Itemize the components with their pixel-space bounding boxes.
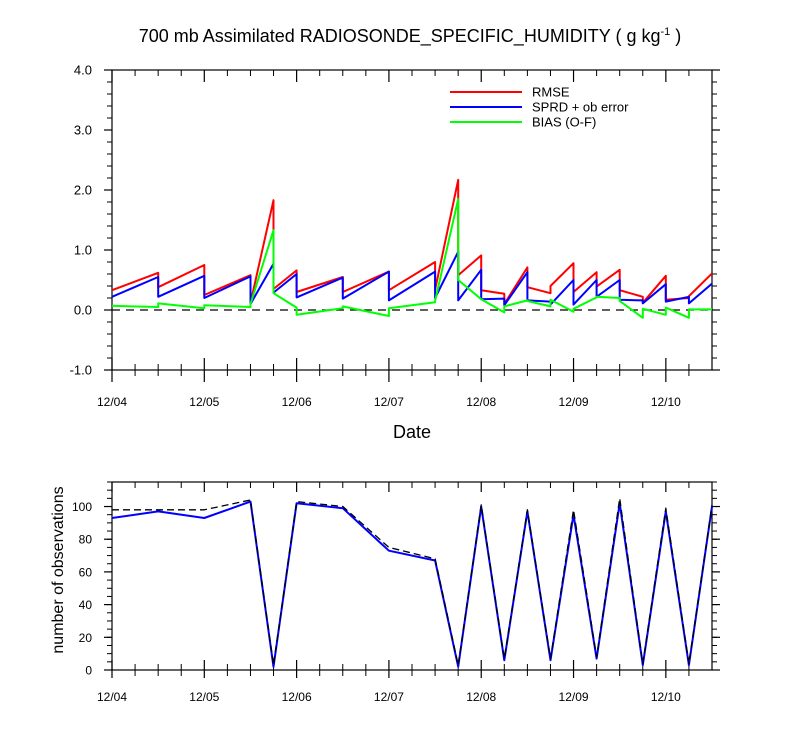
x-tick-label: 12/06 [282,690,312,704]
chart-title-main: 700 mb Assimilated RADIOSONDE_SPECIFIC_H… [139,26,661,47]
legend-label-1: SPRD + ob error [532,100,629,115]
x-tick-label: 12/10 [651,395,681,409]
y-tick-label: 4.0 [74,63,92,78]
series-line-bias-o-f- [111,198,712,319]
x-tick-label: 12/10 [651,690,681,704]
x-tick-label: 12/08 [466,395,496,409]
y-tick-label: 1.0 [74,243,92,258]
chart-title-unit-superscript: -1 [661,26,671,38]
x-tick-label: 12/04 [97,395,127,409]
x-tick-label: 12/09 [559,395,589,409]
chart-title: 700 mb Assimilated RADIOSONDE_SPECIFIC_H… [139,26,682,47]
x-tick-label: 12/08 [466,690,496,704]
y-tick-label: 0 [85,664,92,678]
y-tick-label: 0.0 [74,303,92,318]
legend-label-0: RMSE [532,85,570,100]
x-tick-label: 12/09 [559,690,589,704]
y-tick-label: -1.0 [70,363,92,378]
y-axis-label: number of observations [50,486,67,653]
x-tick-label: 12/06 [282,395,312,409]
plot-frame-0 [111,69,713,371]
y-tick-label: 3.0 [74,123,92,138]
y-tick-label: 2.0 [74,183,92,198]
y-tick-label: 20 [79,631,93,645]
series-line-possible [112,497,713,666]
y-tick-label: 40 [79,598,93,612]
y-tick-label: 100 [72,500,92,514]
x-tick-label: 12/07 [374,690,404,704]
y-tick-label: 80 [79,533,93,547]
series-line-assimilated [111,500,713,668]
series-line-sprd-ob-error [111,250,713,307]
legend-label-2: BIAS (O-F) [532,115,596,130]
x-tick-label: 12/04 [97,690,127,704]
x-axis-label: Date [393,422,431,442]
x-tick-label: 12/07 [374,395,404,409]
x-tick-label: 12/05 [189,395,219,409]
x-tick-label: 12/05 [189,690,219,704]
chart-title-suffix: ) [670,26,681,46]
y-tick-label: 60 [79,565,93,579]
